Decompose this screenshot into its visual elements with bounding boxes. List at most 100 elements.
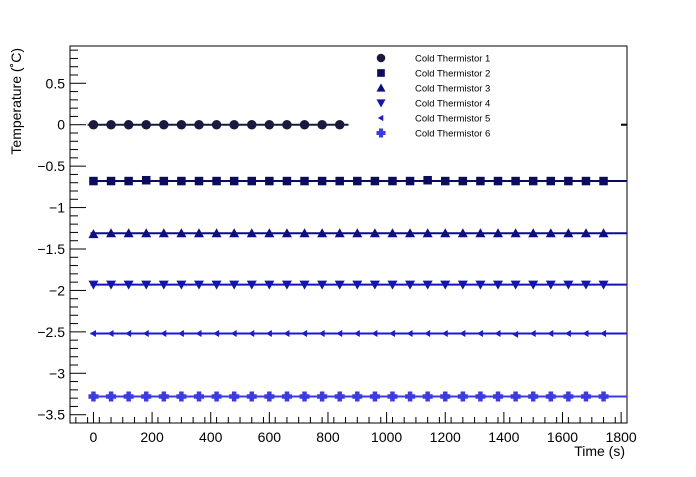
- y-axis-title: Temperature (˚C): [8, 48, 24, 155]
- data-point: [125, 330, 132, 338]
- data-point: [387, 228, 398, 238]
- data-point: [352, 280, 363, 290]
- x-axis-title: Time (s): [574, 443, 625, 459]
- series-cold-thermistor-2: [89, 175, 627, 186]
- data-point: [510, 228, 521, 238]
- x-tick-label: 0: [90, 429, 98, 445]
- data-point: [193, 228, 204, 238]
- data-point: [334, 391, 345, 402]
- legend-marker: [377, 114, 384, 122]
- data-point: [195, 330, 202, 338]
- data-point: [124, 176, 133, 186]
- y-tick-label: −1: [49, 200, 65, 216]
- data-point: [177, 176, 186, 186]
- data-point: [301, 330, 308, 338]
- data-point: [246, 391, 257, 402]
- legend: Cold Thermistor 1 Cold Thermistor 2 Cold T…: [376, 53, 490, 140]
- y-tick-label: 0: [57, 117, 65, 133]
- data-point: [246, 228, 257, 238]
- data-point: [598, 228, 609, 238]
- data-point: [282, 176, 292, 186]
- data-point: [441, 330, 448, 338]
- data-point: [247, 176, 257, 186]
- legend-label: Cold Thermistor 2: [415, 69, 490, 80]
- data-point: [352, 391, 363, 402]
- data-point: [159, 119, 169, 130]
- data-point: [265, 330, 272, 338]
- data-point: [123, 391, 134, 402]
- data-point: [598, 280, 609, 290]
- data-point: [528, 280, 539, 290]
- data-point: [440, 228, 451, 238]
- series-cold-thermistor-3: [88, 228, 627, 239]
- data-point: [547, 330, 554, 338]
- data-point: [334, 280, 345, 290]
- data-point: [88, 391, 99, 402]
- data-point: [370, 176, 380, 186]
- data-point: [369, 280, 380, 290]
- data-point: [422, 391, 433, 402]
- data-point: [194, 119, 204, 130]
- plot-frame: [69, 45, 628, 424]
- data-point: [582, 330, 589, 338]
- data-point: [600, 330, 607, 338]
- data-point: [317, 391, 328, 402]
- data-point: [564, 330, 571, 338]
- data-point: [459, 330, 466, 338]
- data-point: [476, 176, 485, 186]
- data-point: [283, 330, 290, 338]
- data-point: [581, 176, 591, 186]
- data-point: [424, 330, 431, 338]
- legend-marker: [376, 83, 386, 92]
- x-tick-label: 1600: [547, 429, 578, 445]
- data-point: [599, 176, 608, 186]
- data-point: [334, 119, 345, 130]
- legend-item: Cold Thermistor 5: [377, 114, 490, 125]
- data-point: [529, 330, 536, 338]
- data-point: [458, 176, 468, 186]
- series-cold-thermistor-5: [89, 330, 627, 338]
- data-point: [440, 176, 450, 186]
- data-point: [159, 176, 169, 186]
- legend-label: Cold Thermistor 1: [415, 54, 490, 65]
- x-axis: 0 200 400 600 800 1000 1200 1400 1600 1800: [75, 412, 637, 445]
- y-tick-label: −1.5: [37, 241, 65, 257]
- data-point: [580, 280, 591, 290]
- legend-item: Cold Thermistor 4: [376, 99, 490, 110]
- data-point: [141, 119, 151, 130]
- data-point: [387, 280, 398, 290]
- data-point: [388, 330, 395, 338]
- data-point: [299, 280, 310, 290]
- legend-marker: [376, 53, 386, 63]
- data-point: [281, 391, 292, 402]
- data-point: [353, 330, 360, 338]
- legend-item: Cold Thermistor 1: [376, 53, 490, 65]
- y-axis: 0.5 0 −0.5 −1 −1.5 −2 −2.5 −3 −3.5: [37, 49, 86, 424]
- y-tick-label: −2.5: [37, 324, 65, 340]
- data-point: [158, 228, 169, 238]
- data-point: [229, 176, 239, 186]
- data-point: [545, 228, 556, 238]
- data-point: [493, 280, 504, 290]
- legend-label: Cold Thermistor 6: [415, 129, 490, 140]
- data-point: [299, 119, 310, 130]
- data-point: [106, 176, 116, 186]
- data-point: [388, 176, 397, 186]
- data-point: [229, 228, 240, 238]
- data-point: [264, 119, 275, 130]
- data-point: [387, 391, 398, 402]
- x-tick-label: 1200: [430, 429, 461, 445]
- data-point: [476, 330, 483, 338]
- data-point: [475, 280, 486, 290]
- data-point: [475, 228, 486, 238]
- series-cold-thermistor-1: [87, 119, 349, 130]
- data-point: [107, 330, 114, 338]
- data-point: [545, 280, 556, 290]
- data-point: [423, 175, 432, 185]
- data-point: [493, 228, 504, 238]
- data-point: [440, 280, 451, 290]
- data-point: [317, 119, 327, 130]
- data-point: [475, 391, 486, 402]
- data-point: [511, 176, 520, 186]
